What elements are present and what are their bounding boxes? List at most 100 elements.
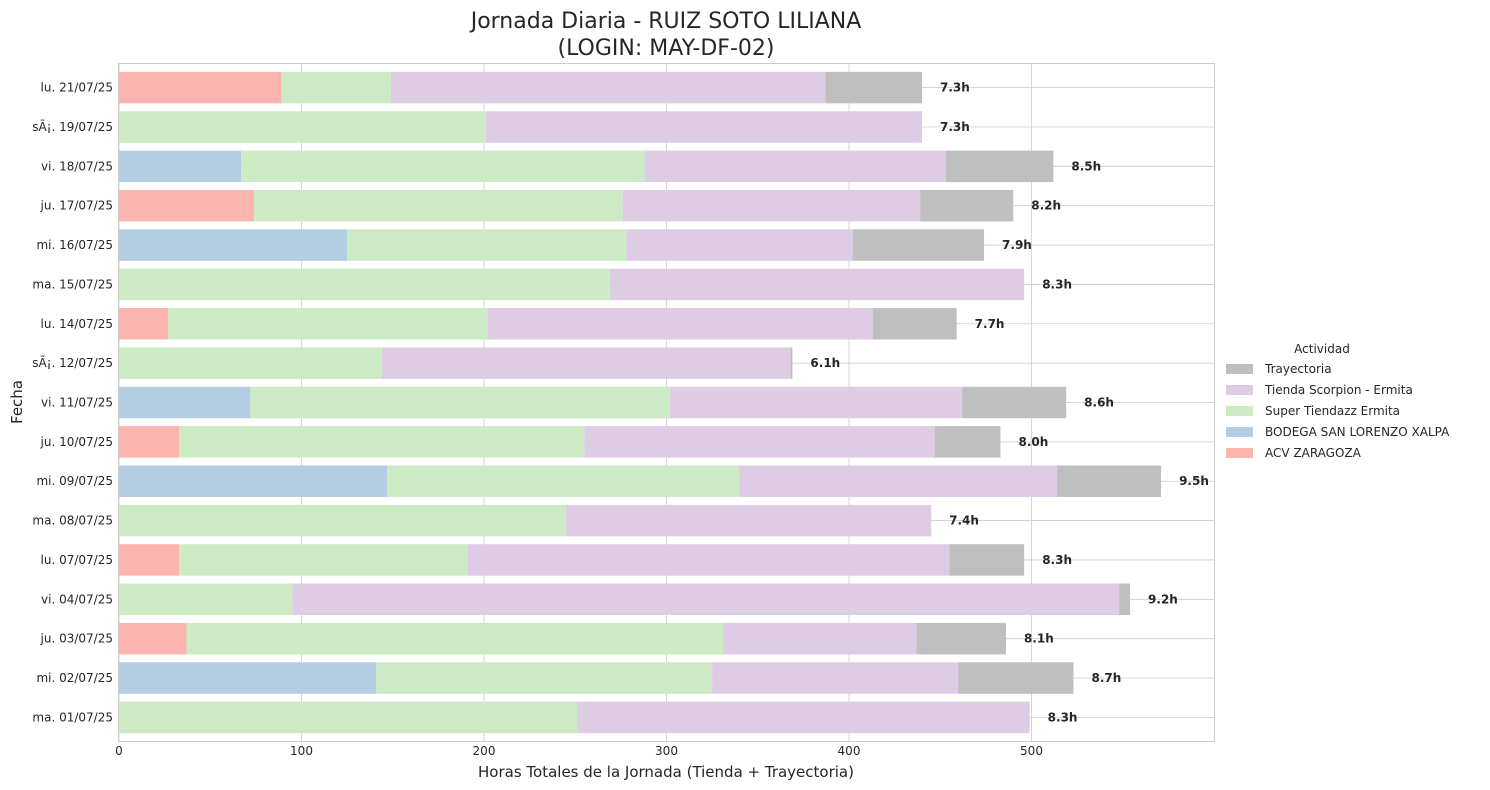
x-tick-label: 500: [1020, 744, 1043, 758]
y-tick-label: mi. 16/07/25: [36, 238, 113, 252]
bar-total-label: 7.9h: [1002, 238, 1032, 252]
bar-total-label: 7.7h: [975, 317, 1005, 331]
bar-segment: [119, 583, 293, 616]
bar-segment: [487, 308, 873, 340]
plot-frame: [118, 63, 1215, 742]
bar-segment: [119, 544, 180, 576]
bar-segment: [119, 701, 578, 734]
bar-segment: [119, 111, 486, 143]
bar-total-label: 6.1h: [810, 356, 840, 370]
legend-swatch: [1226, 364, 1253, 374]
bar-segment: [168, 308, 488, 340]
bar-total-label: 8.0h: [1018, 435, 1048, 449]
totals-layer: 7.3h 7.3h 8.5h 8.2h 7.9h 8.3h 7.7h 6.1h 8.6h 8.0h…: [810, 81, 1208, 725]
legend-label: BODEGA SAN LORENZO XALPA: [1265, 425, 1450, 439]
y-tick-label: ju. 03/07/25: [40, 632, 113, 646]
legend-label: Super Tiendazz Ermita: [1265, 404, 1400, 418]
legend-swatch: [1226, 385, 1253, 395]
legend-swatch: [1226, 406, 1253, 416]
bar-segment: [281, 71, 391, 104]
bar-segment: [739, 465, 1058, 497]
bar-segment: [119, 229, 348, 261]
x-axis-label: Horas Totales de la Jornada (Tienda + Tr…: [478, 763, 854, 781]
x-tick-label: 200: [473, 744, 496, 758]
y-tick-label: mi. 02/07/25: [36, 671, 113, 685]
bar-total-label: 8.3h: [1042, 277, 1072, 291]
bar-segment: [250, 386, 671, 419]
y-axis-label: Fecha: [8, 380, 26, 424]
bar-segment: [577, 701, 1030, 734]
x-tick-label: 400: [838, 744, 861, 758]
bar-segment: [644, 150, 946, 183]
chart-title-line1: Jornada Diaria - RUIZ SOTO LILIANA: [469, 9, 862, 34]
bar-segment: [584, 426, 935, 458]
y-tick-label: lu. 07/07/25: [41, 553, 113, 567]
bar-segment: [825, 71, 922, 104]
bars-layer: [119, 71, 1162, 734]
bar-total-label: 7.4h: [949, 514, 979, 528]
y-tick-label: ju. 17/07/25: [40, 199, 113, 213]
bar-segment: [119, 268, 610, 301]
y-tick-label: vi. 11/07/25: [41, 396, 113, 410]
bar-segment: [254, 189, 623, 222]
bar-total-label: 8.1h: [1024, 632, 1054, 646]
bar-total-label: 8.3h: [1042, 553, 1072, 567]
bar-segment: [381, 347, 791, 379]
bar-segment: [1119, 583, 1131, 616]
y-tick-label: vi. 18/07/25: [41, 159, 113, 173]
bar-segment: [566, 504, 932, 537]
legend-items: Trayectoria Tienda Scorpion - Ermita Super…: [1226, 362, 1450, 460]
bar-segment: [609, 268, 1025, 301]
bar-segment: [712, 662, 959, 694]
y-tick-labels: lu. 21/07/25 sÃ¡. 19/07/25 vi. 18/07/25 ju.…: [32, 81, 113, 725]
legend-swatch: [1226, 427, 1253, 437]
bar-segment: [485, 111, 922, 143]
bar-segment: [119, 71, 282, 104]
bar-segment: [670, 386, 963, 419]
bar-segment: [945, 150, 1054, 183]
bar-segment: [723, 622, 917, 655]
y-tick-label: mi. 09/07/25: [36, 474, 113, 488]
bar-segment: [292, 583, 1120, 616]
y-tick-label: sÃ¡. 19/07/25: [32, 119, 113, 134]
legend-label: Tienda Scorpion - Ermita: [1264, 383, 1413, 397]
bar-segment: [962, 386, 1067, 419]
bar-segment: [958, 662, 1074, 694]
bar-segment: [119, 347, 382, 379]
bar-segment: [387, 465, 740, 497]
bar-segment: [916, 622, 1006, 655]
bar-segment: [622, 189, 921, 222]
y-tick-label: vi. 04/07/25: [41, 592, 113, 606]
bar-segment: [376, 662, 713, 694]
bar-segment: [347, 229, 627, 261]
bar-segment: [920, 189, 1014, 222]
bar-segment: [119, 622, 187, 655]
y-tick-label: sÃ¡. 12/07/25: [32, 355, 113, 370]
bar-segment: [949, 544, 1025, 576]
bar-total-label: 8.7h: [1091, 671, 1121, 685]
bar-segment: [467, 544, 950, 576]
legend: Actividad Trayectoria Tienda Scorpion - E…: [1226, 342, 1450, 460]
chart-title-line2: (LOGIN: MAY-DF-02): [558, 36, 775, 61]
legend-label: ACV ZARAGOZA: [1265, 446, 1362, 460]
bar-segment: [179, 544, 468, 576]
x-tick-label: 300: [655, 744, 678, 758]
bar-total-label: 7.3h: [940, 81, 970, 95]
bar-segment: [119, 426, 180, 458]
bar-segment: [119, 662, 377, 694]
y-tick-label: lu. 14/07/25: [41, 317, 113, 331]
y-tick-label: ma. 08/07/25: [32, 514, 113, 528]
bar-total-label: 8.2h: [1031, 199, 1061, 213]
bar-segment: [626, 229, 853, 261]
bar-segment: [1057, 465, 1162, 497]
bar-segment: [852, 229, 985, 261]
bar-segment: [390, 71, 826, 104]
bar-segment: [119, 465, 388, 497]
bar-segment: [241, 150, 645, 183]
y-tick-label: ju. 10/07/25: [40, 435, 113, 449]
bar-segment: [119, 150, 242, 183]
bar-segment: [186, 622, 724, 655]
bar-total-label: 9.2h: [1148, 592, 1178, 606]
bar-total-label: 8.3h: [1048, 710, 1078, 724]
